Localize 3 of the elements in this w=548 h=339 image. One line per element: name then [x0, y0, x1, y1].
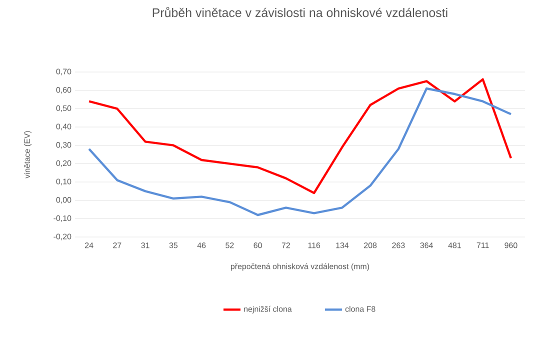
chart-title: Průběh vinětace v závislosti na ohniskové vzdálenosti — [152, 6, 448, 18]
line-series — [88, 87, 512, 216]
line-series — [88, 78, 512, 194]
